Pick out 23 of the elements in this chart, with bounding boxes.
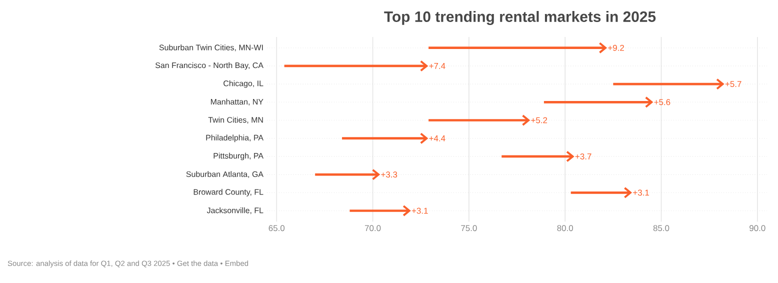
data-label: +5.6 — [654, 99, 670, 106]
bar — [570, 191, 630, 194]
data-label: +4.4 — [429, 135, 446, 142]
data-label: +3.1 — [412, 208, 428, 214]
x-tick-label: 90.0 — [750, 225, 766, 232]
x-tick-label: 70.0 — [364, 225, 381, 232]
bar — [428, 46, 606, 50]
x-tick-label: 80.0 — [557, 225, 573, 232]
x-tick-label: 75.0 — [461, 225, 477, 232]
data-label: +7.4 — [429, 63, 446, 69]
data-label: +9.2 — [608, 44, 624, 51]
data-label: +5.2 — [531, 117, 548, 124]
data-label: +3.7 — [575, 153, 592, 160]
chart-title: Top 10 trending rental markets in 2025 — [384, 11, 656, 26]
data-label: +3.1 — [633, 190, 649, 196]
bar — [342, 137, 427, 140]
x-tick-label: 65.0 — [268, 225, 285, 232]
data-label: +5.7 — [725, 81, 742, 88]
bar — [544, 100, 652, 104]
bar — [350, 210, 410, 212]
bar — [428, 119, 529, 122]
x-tick-label: 85.0 — [653, 225, 670, 232]
data-label: +3.3 — [381, 172, 398, 178]
